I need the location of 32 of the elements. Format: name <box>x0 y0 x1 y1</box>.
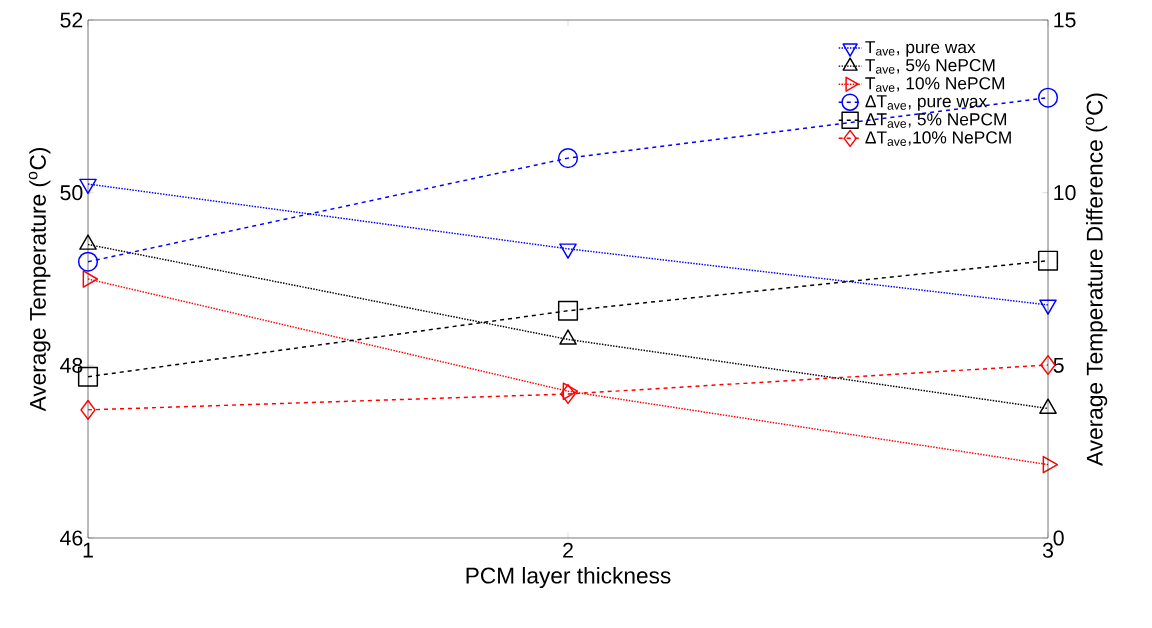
legend-label: T$_{ave}$, pure wax <box>865 41 976 57</box>
point <box>557 300 579 321</box>
y-tick-label: 48 <box>60 357 83 373</box>
legend-label: ΔT$_{ave}$,10% NePCM <box>865 131 1011 146</box>
point <box>82 270 99 288</box>
y2-tick-label: 5 <box>1053 357 1064 373</box>
y-tick-label: 50 <box>60 185 83 201</box>
y-tick-label: 46 <box>60 530 83 546</box>
legend-label: T$_{ave}$, 5% NePCM <box>865 59 995 74</box>
x-tick-label: 1 <box>83 542 93 558</box>
y2-tick-label: 10 <box>1054 185 1076 201</box>
point <box>1037 87 1059 108</box>
point <box>560 383 576 405</box>
point <box>1037 250 1059 271</box>
point <box>557 148 579 169</box>
y2-tick-label: 15 <box>1054 12 1076 28</box>
legend-label: ΔT$_{ave}$, 5% NePCM <box>865 113 1007 128</box>
point <box>1039 299 1057 315</box>
point <box>562 382 579 401</box>
point <box>1042 455 1059 474</box>
legend-label: T$_{ave}$, 10% NePCM <box>865 77 1005 92</box>
x-tick-label: 2 <box>563 542 573 558</box>
y-tick-label: 52 <box>60 12 83 28</box>
y2-tick-label: 0 <box>1053 530 1064 546</box>
point <box>80 399 96 420</box>
x-tick-label: 3 <box>1042 542 1053 558</box>
legend-label: ΔT$_{ave}$, pure wax <box>865 95 988 111</box>
point <box>77 251 99 272</box>
y-axis-title: Average Temperature ($^{o}$C) <box>28 148 51 412</box>
point <box>559 243 577 259</box>
y2-axis-title: Average Temperature Difference ($^{o}$C) <box>1085 93 1108 466</box>
x-axis-title: PCM layer thickness <box>466 566 671 589</box>
